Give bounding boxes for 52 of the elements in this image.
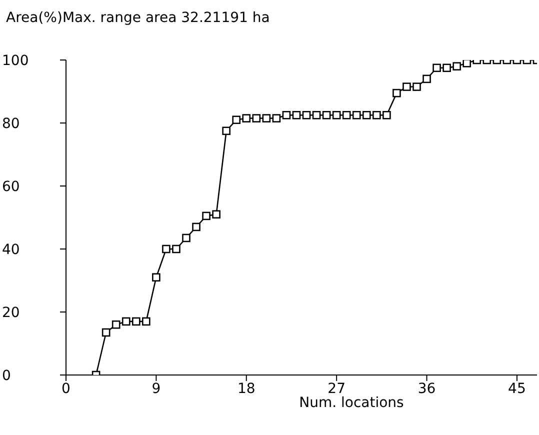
point xyxy=(352,110,361,120)
point xyxy=(462,60,471,68)
point xyxy=(192,222,200,232)
point xyxy=(182,234,190,242)
x-tick-label: 0 xyxy=(62,380,70,397)
x-tick-label: 36 xyxy=(418,380,436,397)
point xyxy=(272,114,281,122)
point xyxy=(452,62,461,70)
point xyxy=(252,114,261,122)
x-tick-label: 45 xyxy=(508,380,526,397)
point xyxy=(322,110,331,120)
point xyxy=(162,244,170,254)
point xyxy=(292,110,301,120)
point xyxy=(142,317,150,326)
point xyxy=(212,210,220,218)
y-tick-label: 100 xyxy=(2,52,29,69)
point xyxy=(232,116,241,124)
y-axis-title: Area(%) xyxy=(6,10,62,26)
point xyxy=(372,110,381,120)
y-tick-label: 20 xyxy=(2,304,20,321)
x-tick-label: 18 xyxy=(237,380,256,397)
point xyxy=(132,317,140,326)
point xyxy=(222,126,230,136)
point xyxy=(342,110,351,120)
chart-title: Max. range area 32.21191 ha xyxy=(62,10,270,26)
point xyxy=(172,244,180,254)
point xyxy=(402,82,411,91)
x-axis-title: Num. locations xyxy=(299,394,404,411)
point xyxy=(392,88,401,98)
point xyxy=(332,110,341,120)
point xyxy=(412,82,421,91)
point xyxy=(202,212,210,220)
point xyxy=(242,114,251,122)
y-tick-label: 60 xyxy=(2,178,20,195)
point xyxy=(102,328,110,337)
x-tick-label: 9 xyxy=(152,380,161,397)
point xyxy=(152,273,160,282)
y-tick-label: 80 xyxy=(2,116,20,132)
point xyxy=(302,110,311,120)
point xyxy=(122,317,130,326)
point xyxy=(382,110,391,120)
point xyxy=(362,110,371,120)
point xyxy=(282,110,291,120)
point xyxy=(442,64,451,72)
y-tick-label: 0 xyxy=(2,368,11,384)
point xyxy=(422,74,431,84)
y-tick-label: 40 xyxy=(2,242,20,258)
point xyxy=(432,64,441,72)
point xyxy=(112,320,120,329)
x-tick-label: 27 xyxy=(328,380,346,397)
point xyxy=(312,110,321,120)
point xyxy=(262,114,271,122)
